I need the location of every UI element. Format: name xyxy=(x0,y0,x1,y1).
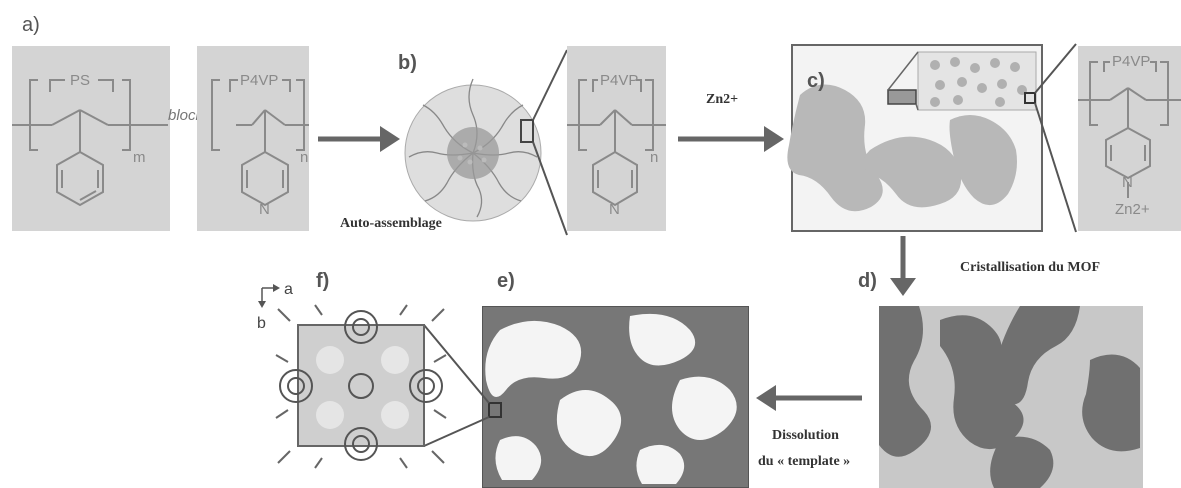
subscript-n: n xyxy=(300,149,308,166)
axis-b-label: b xyxy=(257,315,266,332)
panel-label-d: d) xyxy=(858,270,877,292)
panel-label-c: c) xyxy=(807,70,825,92)
self-assembly-label: Auto-assemblage xyxy=(340,216,442,231)
panel-label-b: b) xyxy=(398,52,417,74)
panel-label-e: e) xyxy=(497,270,515,292)
p4vp-label-c: P4VP xyxy=(1112,53,1150,70)
nitrogen-label-b: N xyxy=(609,201,620,218)
ps-structure-panel xyxy=(12,46,170,231)
block-label: block xyxy=(168,107,205,124)
p4vp-zn-structure-panel xyxy=(1078,46,1181,231)
panel-label-a: a) xyxy=(22,14,40,36)
dissolution-label-line1: Dissolution xyxy=(772,428,839,443)
zinc-step-label: Zn2+ xyxy=(706,92,739,107)
dissolution-label-line2: du « template » xyxy=(758,454,851,469)
axis-a-label: a xyxy=(284,281,293,298)
p4vp-label-b: P4VP xyxy=(600,72,638,89)
mof-crystallization-label: Cristallisation du MOF xyxy=(960,260,1101,275)
p4vp-label: P4VP xyxy=(240,72,278,89)
subscript-m: m xyxy=(133,149,146,166)
nitrogen-label-c: N xyxy=(1122,174,1133,191)
nitrogen-label: N xyxy=(259,201,270,218)
p4vp-structure-panel xyxy=(197,46,309,231)
zn-ion-label: Zn2+ xyxy=(1115,201,1150,218)
subscript-n-b: n xyxy=(650,149,658,166)
ps-label: PS xyxy=(70,72,90,89)
panel-label-f: f) xyxy=(316,270,330,292)
p4vp-structure-panel-b xyxy=(567,46,666,231)
